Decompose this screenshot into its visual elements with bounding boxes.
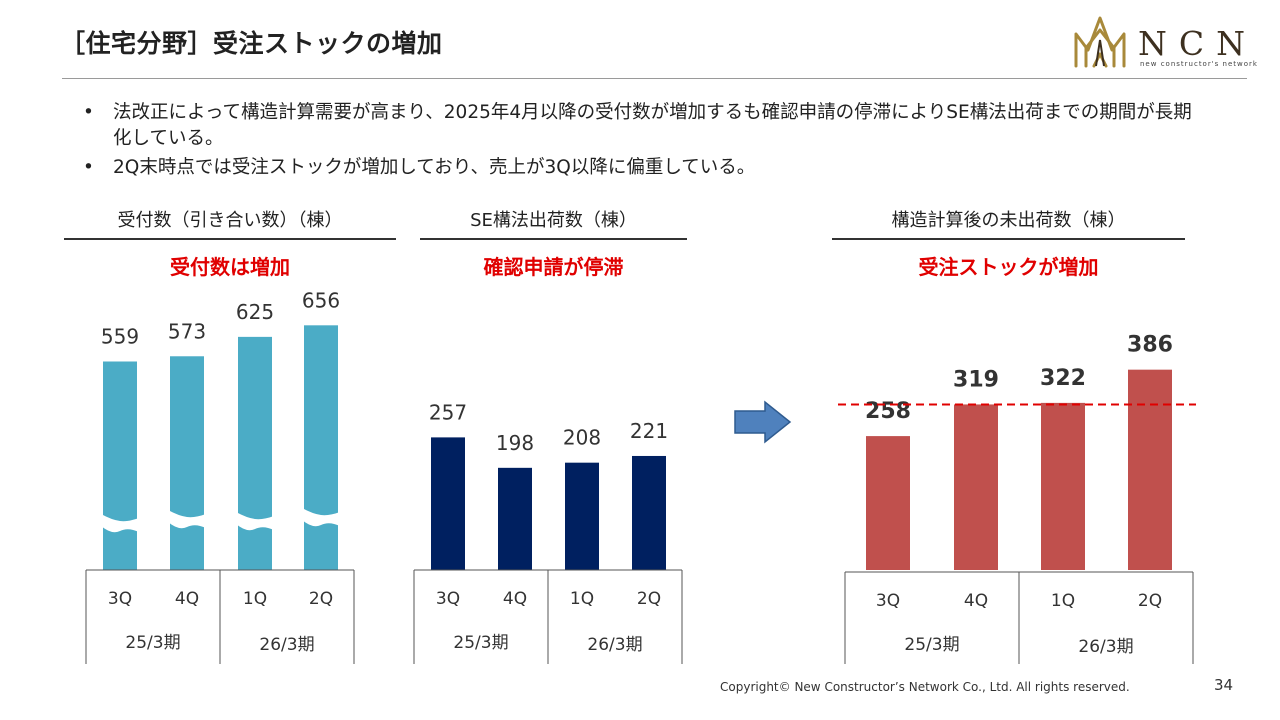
- shipments-bar-1q: [565, 462, 599, 570]
- shipments-bar-3q: [431, 437, 465, 570]
- backlog-value-label: 319: [953, 367, 999, 392]
- panel-note-inquiries: 受付数は増加: [170, 255, 290, 279]
- panel-title-shipments: SE構法出荷数（棟）: [470, 210, 637, 231]
- shipments-category-label: 1Q: [570, 589, 594, 609]
- backlog-category-label: 1Q: [1051, 591, 1075, 611]
- panel-note-backlog: 受注ストックが増加: [918, 255, 1099, 279]
- inquiries-axis-break-mark: [236, 512, 274, 531]
- inquiries-bar-3q: [103, 361, 137, 570]
- ncn-emblem-icon: [1074, 16, 1126, 68]
- inquiries-bar-2q: [304, 325, 338, 570]
- backlog-category-label: 3Q: [876, 591, 900, 611]
- backlog-value-label: 258: [865, 399, 911, 424]
- backlog-value-label: 322: [1040, 366, 1086, 391]
- shipments-value-label: 208: [563, 426, 601, 450]
- inquiries-category-label: 2Q: [309, 589, 333, 609]
- backlog-group-label: 25/3期: [904, 635, 959, 655]
- bullet-list: 法改正によって構造計算需要が高まり、2025年4月以降の受付数が増加するも確認申…: [80, 100, 1210, 184]
- logo-text: NCN: [1138, 24, 1257, 63]
- inquiries-bar-1q: [238, 336, 272, 570]
- shipments-value-label: 198: [496, 431, 534, 455]
- inquiries-axis-break-mark: [101, 514, 139, 533]
- shipments-group-label: 25/3期: [453, 633, 508, 653]
- page-number: 34: [1214, 676, 1234, 694]
- backlog-group-label: 26/3期: [1078, 637, 1133, 657]
- page-title: ［住宅分野］受注ストックの増加: [60, 29, 443, 58]
- panel-rule: [420, 238, 687, 240]
- company-logo: NCN new constructor's network: [1072, 10, 1257, 72]
- logo-subtext: new constructor's network: [1140, 60, 1258, 68]
- inquiries-value-label: 573: [168, 319, 206, 343]
- shipments-category-label: 3Q: [436, 589, 460, 609]
- inquiries-axis-break-mark: [168, 510, 206, 529]
- inquiries-value-label: 559: [101, 324, 139, 348]
- inquiries-category-label: 3Q: [108, 589, 132, 609]
- bullet-item: 法改正によって構造計算需要が高まり、2025年4月以降の受付数が増加するも確認申…: [80, 100, 1210, 152]
- inquiries-group-label: 25/3期: [125, 633, 180, 653]
- panel-note-shipments: 確認申請が停滞: [483, 255, 624, 279]
- backlog-bar-3q: [866, 436, 910, 570]
- backlog-bar-4q: [954, 404, 998, 570]
- panel-title-backlog: 構造計算後の未出荷数（棟）: [891, 210, 1126, 231]
- panel-rule: [832, 238, 1185, 240]
- panel-title-inquiries: 受付数（引き合い数）（棟）: [117, 210, 343, 231]
- inquiries-category-label: 4Q: [175, 589, 199, 609]
- shipments-category-label: 4Q: [503, 589, 527, 609]
- inquiries-axis-break-mark: [302, 508, 340, 527]
- backlog-category-label: 4Q: [964, 591, 988, 611]
- backlog-bar-1q: [1041, 402, 1085, 570]
- bullet-item: 2Q末時点では受注ストックが増加しており、売上が3Q以降に偏重している。: [80, 155, 1210, 181]
- shipments-value-label: 257: [429, 400, 467, 424]
- shipments-group-label: 26/3期: [587, 635, 642, 655]
- backlog-category-label: 2Q: [1138, 591, 1162, 611]
- inquiries-bar-4q: [170, 356, 204, 570]
- shipments-value-label: 221: [630, 419, 668, 443]
- shipments-bar-2q: [632, 455, 666, 570]
- panel-rule: [64, 238, 396, 240]
- shipments-bar-4q: [498, 467, 532, 570]
- right-arrow-icon: [734, 400, 792, 444]
- inquiries-value-label: 625: [236, 300, 274, 324]
- copyright-footer: Copyright© New Constructor’s Network Co.…: [720, 680, 1130, 694]
- inquiries-value-label: 656: [302, 288, 340, 312]
- inquiries-group-label: 26/3期: [259, 635, 314, 655]
- backlog-bar-2q: [1128, 369, 1172, 570]
- shipments-category-label: 2Q: [637, 589, 661, 609]
- inquiries-category-label: 1Q: [243, 589, 267, 609]
- header-divider: [62, 78, 1247, 79]
- backlog-value-label: 386: [1127, 333, 1173, 358]
